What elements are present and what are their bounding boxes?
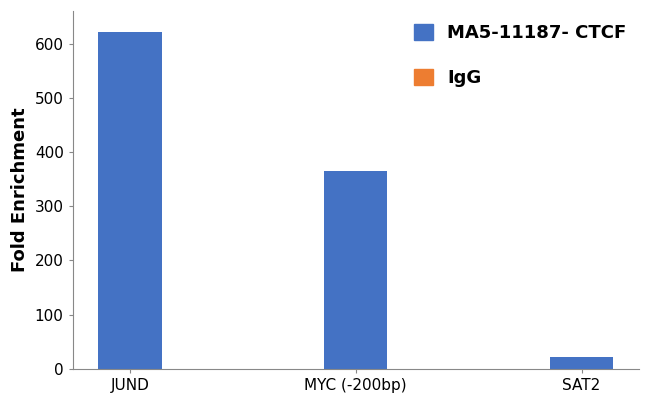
Bar xyxy=(98,32,162,369)
Bar xyxy=(550,357,613,369)
Y-axis label: Fold Enrichment: Fold Enrichment xyxy=(11,108,29,272)
Legend: MA5-11187- CTCF, IgG: MA5-11187- CTCF, IgG xyxy=(408,17,634,95)
Bar xyxy=(324,171,387,369)
